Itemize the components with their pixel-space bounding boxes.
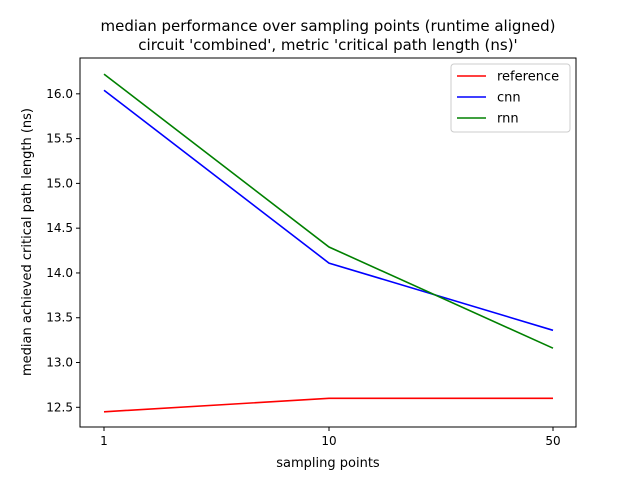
legend-label-reference: reference bbox=[497, 70, 559, 85]
y-tick-label: 13.5 bbox=[46, 311, 73, 325]
legend-label-rnn: rnn bbox=[497, 112, 519, 127]
legend-box bbox=[450, 63, 571, 133]
y-tick-label: 12.5 bbox=[46, 400, 73, 414]
series-line-reference bbox=[103, 397, 553, 413]
x-axis: 1 10 50 bbox=[100, 427, 561, 448]
x-axis-label: sampling points bbox=[276, 456, 380, 471]
y-axis-label: median achieved critical path length (ns… bbox=[20, 108, 35, 376]
x-tick-label: 50 bbox=[545, 434, 560, 448]
legend: reference cnn rnn bbox=[450, 63, 571, 133]
chart-title: median performance over sampling points … bbox=[100, 17, 555, 35]
legend-label-cnn: cnn bbox=[497, 91, 521, 106]
series-line-cnn bbox=[103, 89, 554, 332]
y-tick-label: 14.0 bbox=[46, 266, 73, 280]
plot-frame bbox=[79, 57, 577, 428]
x-tick-label: 10 bbox=[321, 434, 336, 448]
y-tick-label: 14.5 bbox=[46, 221, 73, 235]
series-lines bbox=[103, 73, 554, 413]
y-tick-label: 15.5 bbox=[46, 132, 73, 146]
x-tick-label: 1 bbox=[100, 434, 108, 448]
y-tick-label: 15.0 bbox=[46, 176, 73, 190]
y-axis: 12.5 13.0 13.5 14.0 14.5 15.0 15.5 16.0 bbox=[46, 87, 80, 414]
series-line-rnn bbox=[103, 73, 554, 349]
y-tick-label: 13.0 bbox=[46, 356, 73, 370]
y-tick-label: 16.0 bbox=[46, 87, 73, 101]
chart-subtitle: circuit 'combined', metric 'critical pat… bbox=[138, 36, 517, 54]
